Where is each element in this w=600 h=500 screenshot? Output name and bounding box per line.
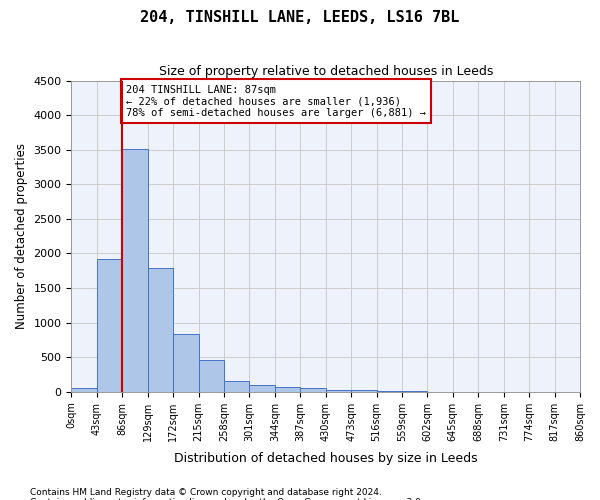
Bar xyxy=(250,385,275,392)
Bar xyxy=(377,391,402,392)
Bar xyxy=(224,380,250,392)
Bar xyxy=(326,390,351,392)
Bar xyxy=(199,360,224,392)
Bar xyxy=(71,388,97,392)
Bar xyxy=(122,149,148,392)
Text: Contains HM Land Registry data © Crown copyright and database right 2024.: Contains HM Land Registry data © Crown c… xyxy=(30,488,382,497)
Title: Size of property relative to detached houses in Leeds: Size of property relative to detached ho… xyxy=(158,65,493,78)
Text: 204 TINSHILL LANE: 87sqm
← 22% of detached houses are smaller (1,936)
78% of sem: 204 TINSHILL LANE: 87sqm ← 22% of detach… xyxy=(126,84,426,118)
X-axis label: Distribution of detached houses by size in Leeds: Distribution of detached houses by size … xyxy=(174,452,478,465)
Text: Contains public sector information licensed under the Open Government Licence v3: Contains public sector information licen… xyxy=(30,498,424,500)
Y-axis label: Number of detached properties: Number of detached properties xyxy=(15,143,28,329)
Bar xyxy=(173,334,199,392)
Bar xyxy=(275,388,300,392)
Bar xyxy=(351,390,377,392)
Text: 204, TINSHILL LANE, LEEDS, LS16 7BL: 204, TINSHILL LANE, LEEDS, LS16 7BL xyxy=(140,10,460,25)
Bar xyxy=(300,388,326,392)
Bar xyxy=(97,259,122,392)
Bar xyxy=(148,268,173,392)
